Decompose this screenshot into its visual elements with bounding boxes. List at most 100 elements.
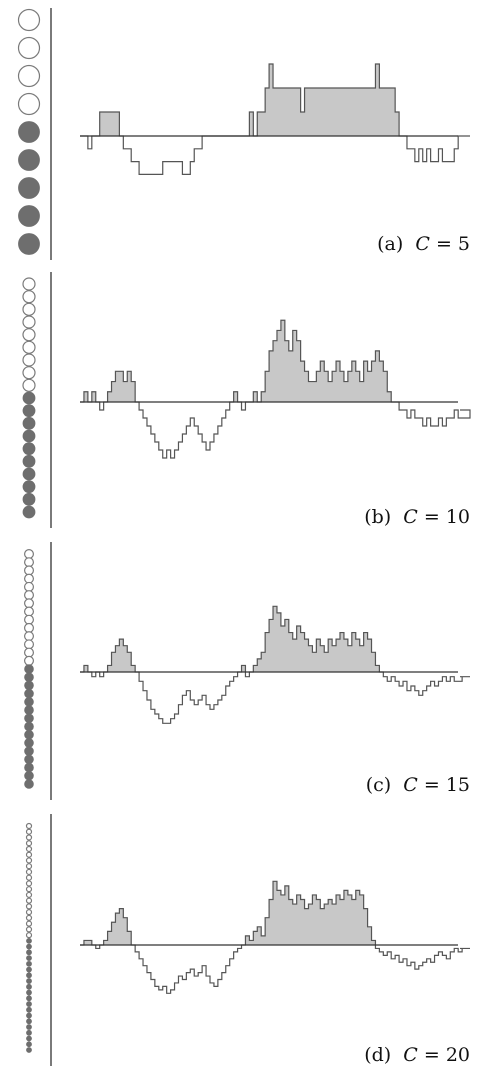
filled-level-dot-d-29 — [26, 989, 32, 996]
open-level-dot-c-3 — [24, 573, 35, 584]
filled-level-dot-d-20 — [26, 937, 32, 944]
panel-c: (c) C = 15 — [24, 542, 470, 800]
positive-area-a — [99, 64, 400, 136]
caption-b: (b) C = 10 — [364, 506, 470, 528]
caption-d: (d) C = 20 — [364, 1044, 470, 1066]
level-dots-c — [24, 548, 35, 789]
filled-level-dot-c-16 — [24, 680, 34, 691]
filled-level-dot-a-7 — [18, 205, 40, 227]
filled-level-dot-d-22 — [26, 949, 32, 956]
open-level-dot-c-13 — [24, 655, 35, 666]
open-level-dot-d-1 — [25, 828, 33, 835]
filled-level-dot-d-32 — [26, 1006, 32, 1013]
open-level-dot-d-12 — [25, 891, 33, 899]
open-level-dot-a-3 — [17, 92, 41, 116]
open-level-dot-d-17 — [25, 920, 33, 927]
walk-line-a — [80, 63, 470, 175]
caption-c-rest: = 15 — [424, 774, 470, 796]
open-level-dot-d-16 — [25, 914, 33, 922]
open-level-dot-d-7 — [25, 863, 33, 870]
open-level-dot-d-0 — [25, 822, 33, 830]
panel-a: (a) C = 5 — [17, 8, 470, 260]
open-level-dot-b-7 — [22, 366, 36, 380]
filled-level-dot-c-25 — [24, 754, 34, 765]
filled-level-dot-a-8 — [18, 233, 40, 255]
filled-level-dot-b-14 — [22, 454, 36, 468]
open-level-dot-d-15 — [25, 909, 33, 916]
filled-level-dot-c-15 — [24, 672, 34, 683]
open-level-dot-b-5 — [22, 340, 36, 354]
open-level-dot-c-11 — [24, 639, 35, 650]
filled-level-dot-c-17 — [24, 688, 34, 699]
positive-area-d — [83, 881, 376, 945]
filled-level-dot-b-10 — [22, 404, 36, 418]
open-level-dot-b-4 — [22, 328, 36, 342]
open-level-dot-d-6 — [25, 857, 33, 864]
filled-level-dot-a-5 — [18, 149, 40, 171]
positive-area-c — [83, 606, 380, 672]
level-dots-b — [22, 277, 36, 519]
open-level-dot-b-3 — [22, 315, 36, 329]
open-level-dot-d-18 — [25, 926, 33, 933]
open-level-dot-c-9 — [24, 622, 35, 633]
caption-b-prefix: (b) — [364, 506, 391, 528]
filled-level-dot-b-17 — [22, 492, 36, 506]
filled-level-dot-c-18 — [24, 697, 34, 707]
filled-level-dot-c-20 — [24, 713, 34, 724]
open-level-dot-d-8 — [25, 868, 33, 876]
open-level-dot-b-2 — [22, 302, 36, 316]
filled-level-dot-d-39 — [26, 1047, 32, 1053]
filled-level-dot-d-30 — [26, 995, 32, 1002]
caption-a-rest: = 5 — [436, 233, 470, 255]
filled-level-dot-d-33 — [26, 1012, 32, 1019]
caption-a-prefix: (a) — [377, 233, 403, 255]
filled-level-dot-d-24 — [26, 960, 32, 967]
filled-level-dot-c-24 — [24, 746, 34, 756]
filled-level-dot-c-23 — [24, 738, 34, 748]
open-level-dot-c-7 — [24, 606, 35, 617]
open-level-dot-d-19 — [25, 932, 33, 939]
filled-level-dot-a-6 — [18, 177, 40, 199]
filled-level-dot-c-21 — [24, 721, 34, 732]
open-level-dot-d-9 — [25, 874, 33, 881]
filled-level-dot-b-18 — [22, 505, 36, 519]
walk-plot-d — [80, 880, 470, 994]
open-level-dot-c-1 — [24, 557, 35, 568]
open-level-dot-c-10 — [24, 631, 35, 642]
filled-level-dot-c-28 — [24, 779, 34, 789]
caption-d-var: C — [403, 1044, 418, 1066]
filled-level-dot-d-26 — [26, 972, 32, 979]
open-level-dot-d-13 — [25, 897, 33, 904]
open-level-dot-a-2 — [17, 64, 41, 88]
positive-area-b — [83, 320, 392, 402]
open-level-dot-c-6 — [24, 598, 35, 609]
open-level-dot-d-3 — [25, 840, 33, 847]
filled-level-dot-d-21 — [26, 943, 32, 950]
filled-level-dot-b-13 — [22, 442, 36, 456]
filled-level-dot-d-27 — [26, 978, 32, 984]
caption-d-prefix: (d) — [364, 1044, 391, 1066]
caption-c-prefix: (c) — [366, 774, 391, 796]
open-level-dot-a-1 — [17, 36, 41, 60]
filled-level-dot-a-4 — [18, 121, 40, 143]
walk-line-b — [80, 319, 471, 459]
level-dots-a — [17, 8, 41, 255]
open-level-dot-b-8 — [22, 378, 36, 392]
filled-level-dot-d-38 — [26, 1041, 32, 1048]
open-level-dot-c-2 — [24, 565, 35, 576]
level-dots-d — [25, 822, 33, 1053]
open-level-dot-c-8 — [24, 614, 35, 625]
open-level-dot-c-5 — [24, 590, 35, 601]
filled-level-dot-c-19 — [24, 705, 34, 715]
filled-level-dot-c-26 — [24, 762, 34, 773]
caption-b-rest: = 10 — [424, 506, 470, 528]
filled-level-dot-d-25 — [26, 966, 32, 973]
open-level-dot-d-11 — [25, 886, 33, 893]
filled-level-dot-c-14 — [24, 664, 34, 674]
filled-level-dot-b-11 — [22, 416, 36, 430]
walk-plot-a — [80, 63, 470, 175]
open-level-dot-b-6 — [22, 353, 36, 367]
caption-a-var: C — [415, 233, 430, 255]
filled-level-dot-c-27 — [24, 770, 34, 781]
